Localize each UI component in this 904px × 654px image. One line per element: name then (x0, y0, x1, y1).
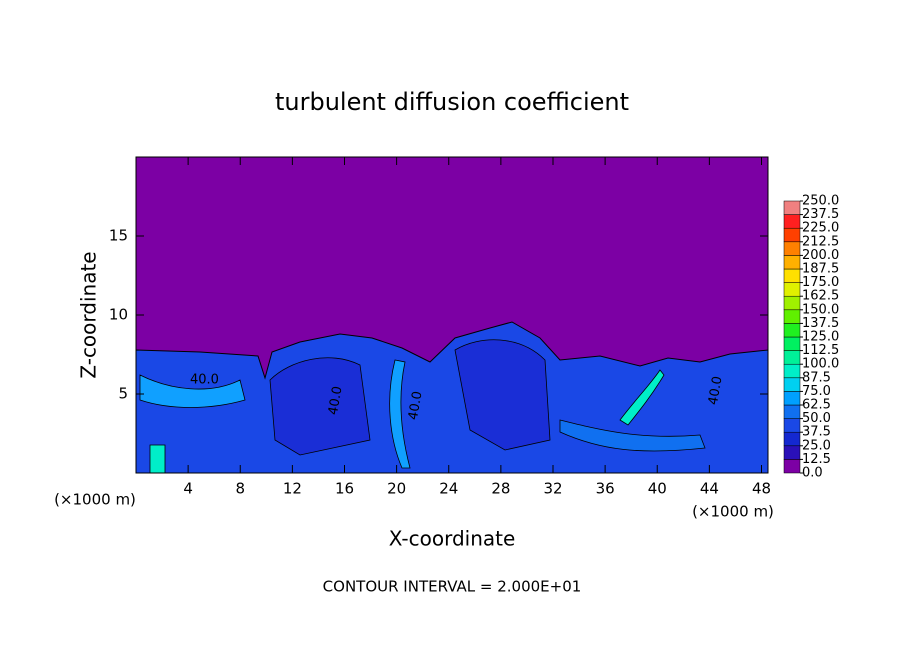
colorbar-swatch (783, 200, 801, 215)
colorbar-label: 25.0 (802, 438, 831, 453)
y-tick-label: 15 (109, 227, 128, 245)
x-unit-right: (×1000 m) (692, 503, 774, 521)
x-tick-label: 40 (648, 480, 667, 498)
field-streak (559, 419, 706, 452)
field-patch (269, 357, 371, 456)
colorbar-label: 125.0 (802, 330, 839, 345)
chart-title: turbulent diffusion coefficient (275, 88, 629, 116)
x-tick-label: 36 (596, 480, 615, 498)
colorbar-swatch (783, 431, 801, 447)
colorbar-swatch (783, 255, 801, 270)
field-patch (454, 339, 551, 451)
x-tick-label: 8 (235, 480, 245, 498)
colorbar-swatch (783, 377, 801, 392)
colorbar-swatch (783, 336, 801, 351)
colorbar-swatch (783, 214, 801, 229)
colorbar-swatch (783, 295, 801, 311)
colorbar-label: 137.5 (802, 316, 839, 331)
colorbar-label: 12.5 (802, 452, 831, 467)
footer: CONTOUR INTERVAL = 2.000E+01 (323, 578, 582, 596)
colorbar-swatch (783, 268, 801, 283)
colorbar-swatch (783, 241, 801, 256)
colorbar-label: 50.0 (802, 411, 831, 426)
colorbar-label: 187.5 (802, 262, 839, 277)
colorbar-label: 237.5 (802, 207, 839, 222)
x-tick-label: 4 (183, 480, 193, 498)
colorbar-label: 162.5 (802, 289, 839, 304)
colorbar-label: 100.0 (802, 357, 839, 372)
colorbar-label: 150.0 (802, 302, 839, 317)
x-tick-label: 16 (335, 480, 354, 498)
colorbar-swatch (783, 459, 801, 474)
x-tick-label: 12 (283, 480, 302, 498)
colorbar-swatch (783, 445, 801, 460)
colorbar-swatch (783, 391, 801, 406)
colorbar-swatch (783, 323, 801, 338)
y-tick-label: 10 (109, 306, 128, 324)
colorbar-label: 200.0 (802, 248, 839, 263)
colorbar-label: 75.0 (802, 384, 831, 399)
x-axis-title: X-coordinate (389, 527, 516, 551)
y-tick-label: 5 (118, 385, 128, 403)
colorbar-label: 87.5 (802, 370, 831, 385)
colorbar-swatch (783, 418, 801, 433)
x-unit-left: (×1000 m) (54, 491, 136, 509)
contour-label: 40.0 (190, 373, 219, 388)
colorbar-swatch (783, 350, 801, 365)
x-tick-label: 24 (439, 480, 458, 498)
colorbar-label: 175.0 (802, 275, 839, 290)
colorbar-swatch (783, 404, 801, 419)
colorbar-label: 212.5 (802, 234, 839, 249)
x-tick-label: 20 (387, 480, 406, 498)
colorbar-label: 62.5 (802, 398, 831, 413)
contour-label: 40.0 (406, 390, 426, 421)
x-tick-label: 48 (752, 480, 771, 498)
colorbar-label: 250.0 (802, 194, 839, 209)
field-streak (149, 444, 166, 474)
field: 40.0 40.0 40.0 40.0 (135, 156, 769, 474)
field-streak (389, 359, 411, 469)
colorbar-swatch (783, 282, 801, 297)
x-tick-label: 28 (491, 480, 510, 498)
x-tick-label: 44 (700, 480, 719, 498)
colorbar-label: 225.0 (802, 221, 839, 236)
contour-label: 40.0 (706, 375, 726, 406)
contour-label: 40.0 (326, 385, 346, 416)
field-streak (619, 369, 665, 426)
colorbar-label: 37.5 (802, 425, 831, 440)
colorbar-swatch (783, 363, 801, 379)
colorbar-swatch (783, 227, 801, 243)
colorbar-swatch (783, 309, 801, 324)
y-axis-title: Z-coordinate (77, 251, 101, 378)
colorbar-label: 112.5 (802, 343, 839, 358)
x-tick-label: 32 (543, 480, 562, 498)
colorbar-label: 0.0 (802, 466, 823, 481)
field-streak (139, 374, 246, 408)
